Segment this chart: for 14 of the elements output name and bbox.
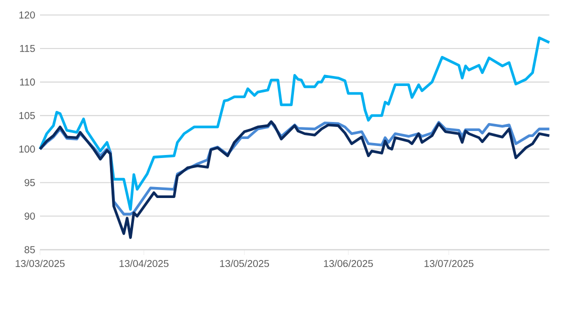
x-tick-label: 13/07/2025 xyxy=(424,260,474,268)
x-tick-label: 13/06/2025 xyxy=(324,260,373,268)
y-tick-label: 95 xyxy=(24,179,35,186)
x-tick-label: 13/03/2025 xyxy=(16,260,65,268)
y-tick-label: 105 xyxy=(19,112,35,120)
y-tick-label: 100 xyxy=(19,146,35,153)
y-tick-label: 110 xyxy=(20,78,35,86)
line-series xyxy=(38,120,551,239)
y-tick-label: 85 xyxy=(24,246,35,254)
x-tick-label: 13/04/2025 xyxy=(120,260,168,268)
y-tick-label: 115 xyxy=(20,45,35,52)
y-tick-label: 120 xyxy=(19,11,35,19)
y-tick-label: 90 xyxy=(24,212,35,220)
x-tick-label: 13/05/2025 xyxy=(220,260,270,268)
